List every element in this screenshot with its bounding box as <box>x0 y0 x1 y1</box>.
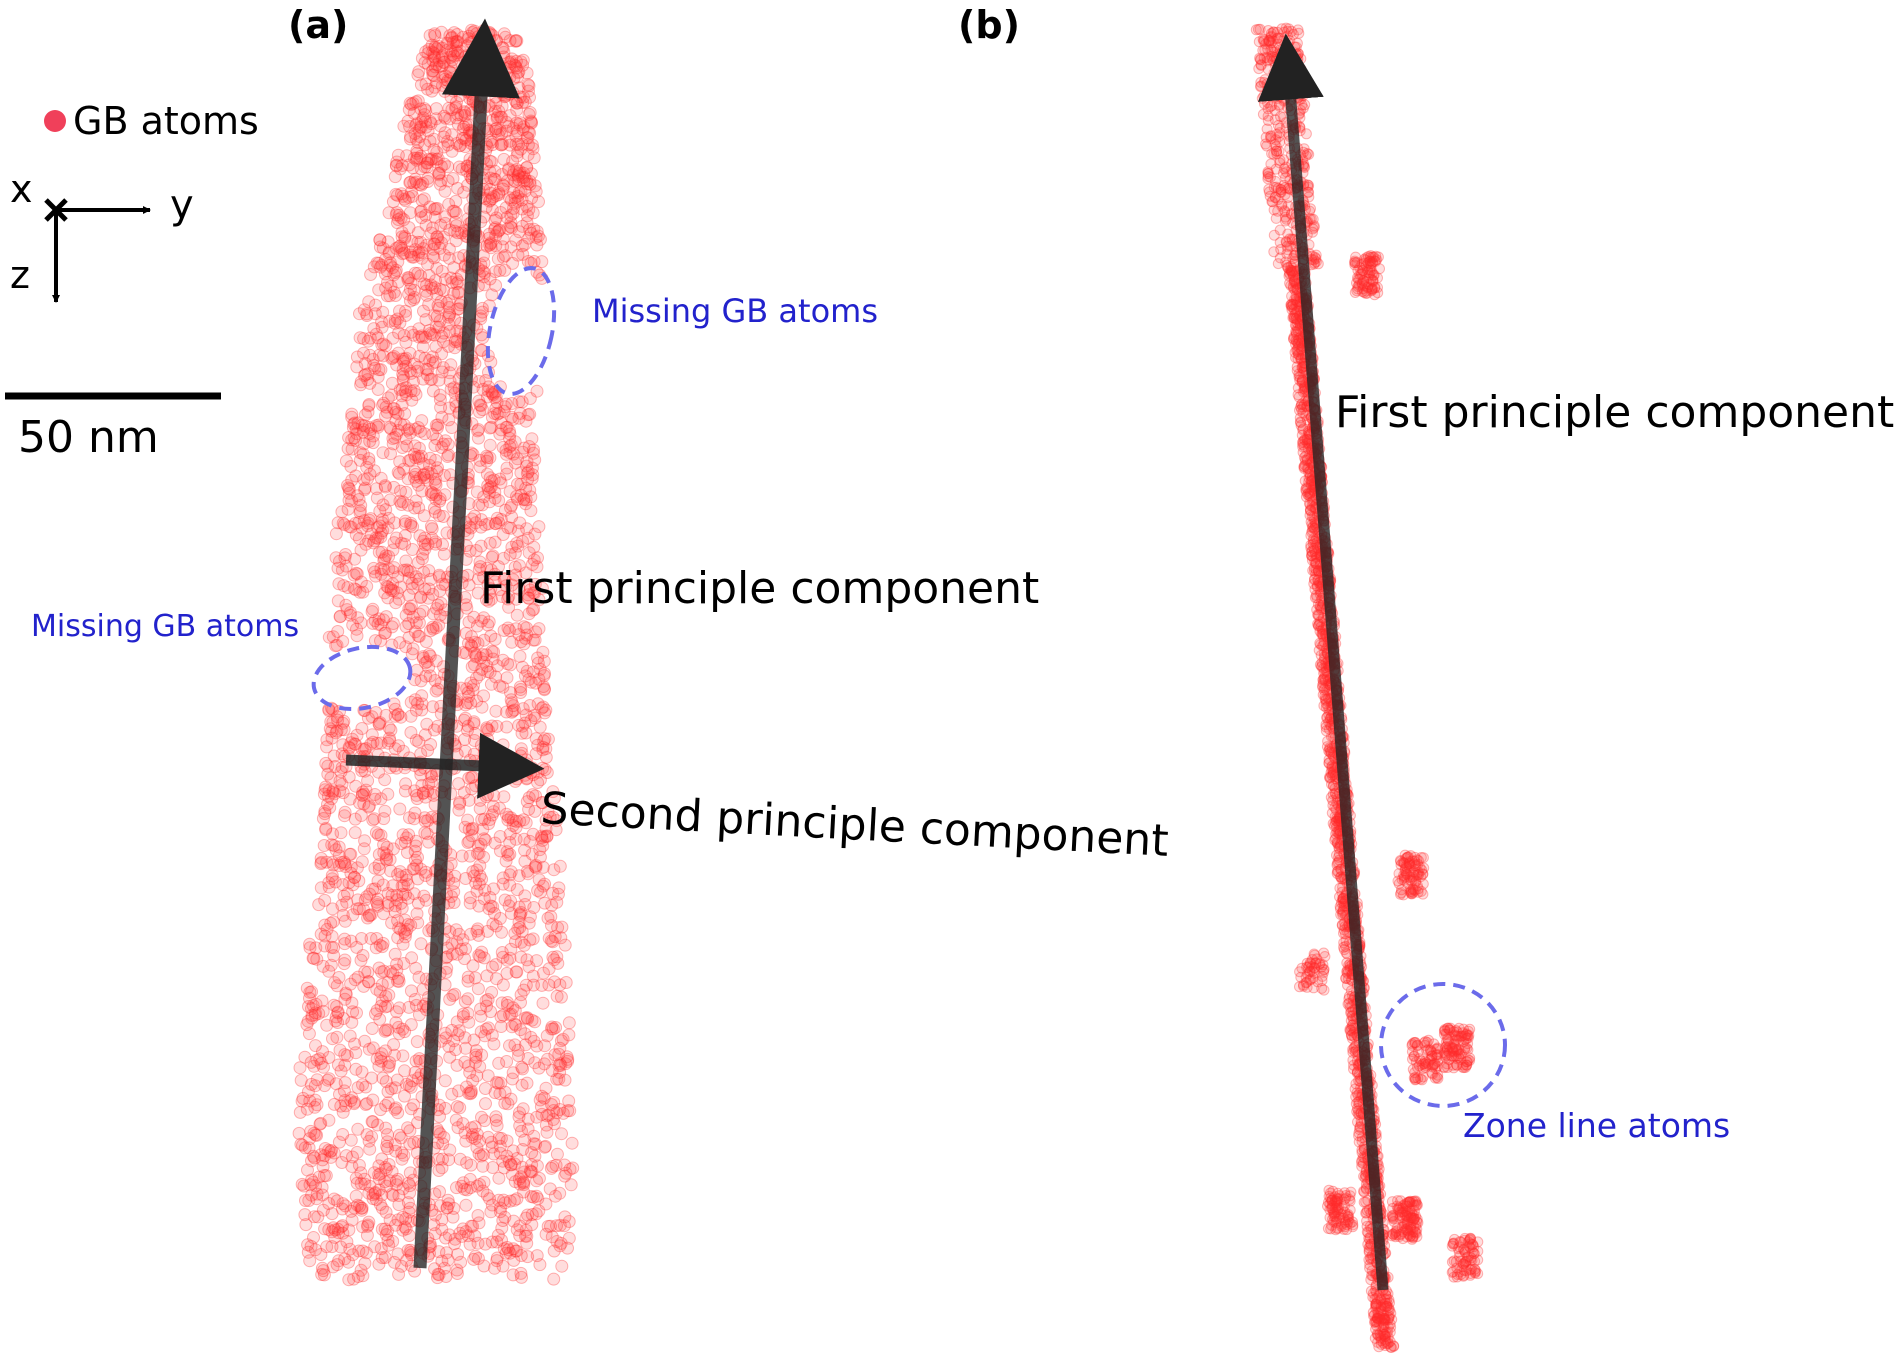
zone-line-ellipse <box>1379 982 1507 1108</box>
missing-gb-label-left: Missing GB atoms <box>31 609 299 644</box>
panel-b-first-pc-arrow <box>1257 33 1389 1291</box>
missing-gb-label-right: Missing GB atoms <box>592 292 878 330</box>
panel-a-first-pc-arrow <box>413 18 520 1269</box>
axis-y-label: y <box>170 182 194 228</box>
axis-z-label: z <box>10 253 30 297</box>
scale-bar-label: 50 nm <box>18 412 159 463</box>
axis-x-label: x <box>10 167 33 211</box>
panel-b-first-pc-label: First principle component <box>1335 387 1894 438</box>
zone-line-label: Zone line atoms <box>1463 1106 1730 1145</box>
legend-label: GB atoms <box>73 99 259 143</box>
missing-gb-ellipse-right <box>485 266 557 396</box>
panel-a-second-pc-label: Second principle component <box>539 783 1169 867</box>
panel-b-label: (b) <box>958 3 1020 47</box>
panel-a-label: (a) <box>288 3 348 47</box>
coordinate-axes: x y z <box>10 167 194 303</box>
missing-gb-ellipse-left <box>311 644 413 712</box>
panel-a-first-pc-label: First principle component <box>480 563 1039 614</box>
panel-a-second-pc-arrow <box>345 732 545 799</box>
legend-atom-dot <box>44 110 66 132</box>
